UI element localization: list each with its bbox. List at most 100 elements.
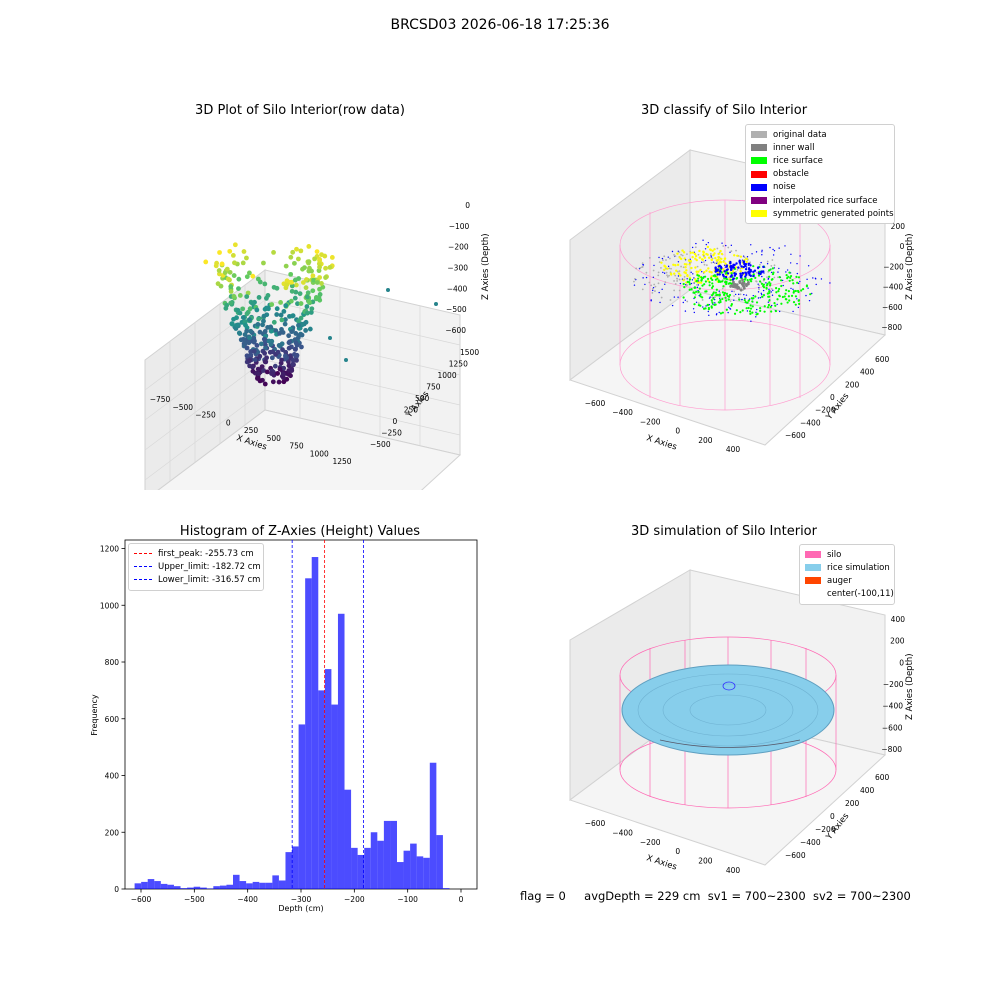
raw-point (306, 259, 312, 265)
original-point (758, 288, 760, 291)
noise-point (633, 284, 636, 286)
raw-point (236, 276, 242, 282)
raw-point (228, 289, 234, 294)
rice-surface-point (723, 293, 726, 296)
rice-surface-point (797, 276, 801, 279)
histogram-legend: first_peak: -255.73 cm Upper_limit: -182.… (128, 543, 264, 591)
raw-point (294, 357, 299, 363)
noise-point (792, 310, 794, 313)
rice-surface-point (704, 280, 708, 283)
raw-point (257, 329, 263, 335)
rice-surface-point (704, 275, 707, 278)
rice-surface-point (721, 297, 724, 301)
rice-surface-point (706, 277, 710, 281)
noise-point (652, 289, 654, 292)
noise-point (733, 272, 736, 275)
raw-point (251, 348, 257, 354)
rice-surface-point (786, 301, 789, 304)
rice-surface-point (751, 305, 754, 308)
noise-point (733, 299, 735, 301)
symmetric-point (683, 271, 686, 274)
simulation-x-label: X Axies (645, 853, 678, 872)
noise-point (712, 261, 715, 263)
noise-point (723, 270, 726, 273)
noise-point (739, 272, 742, 275)
rice-surface-point (792, 291, 795, 294)
rice-surface-point (760, 282, 764, 285)
histogram-bar (331, 704, 338, 889)
classify-z-label: Z Axies (Depth) (905, 233, 915, 300)
symmetric-point (720, 252, 724, 256)
classify-y-tick: 400 (860, 368, 875, 377)
raw-point (228, 284, 234, 289)
rice-surface-point (727, 298, 730, 301)
legend-entry: silo (805, 548, 889, 561)
raw-point (261, 260, 266, 266)
raw-point (282, 317, 288, 322)
rice-surface-point (697, 277, 700, 280)
histogram-bar (141, 881, 148, 889)
simulation-x-tick: 200 (698, 857, 713, 866)
legend-entry: first_peak: -255.73 cm (134, 547, 258, 560)
raw-point (229, 321, 235, 327)
noise-point (772, 254, 775, 256)
classify-plot-title: 3D classify of Silo Interior (640, 103, 808, 118)
noise-point (750, 320, 752, 322)
noise-point (735, 262, 738, 265)
noise-point (702, 239, 704, 241)
histogram-bar (134, 883, 142, 889)
rice-surface-point (715, 294, 718, 297)
legend-entry: interpolated rice surface (751, 194, 889, 207)
legend-swatch (751, 210, 767, 218)
original-point (641, 262, 644, 265)
symmetric-point (678, 256, 681, 259)
rice-surface-point (719, 299, 722, 302)
noise-point (757, 297, 760, 299)
symmetric-point (722, 260, 725, 263)
raw-point (247, 335, 252, 341)
simulation-z-tick: 400 (891, 615, 906, 624)
x-tick-label: −100 (397, 895, 418, 904)
noise-point (682, 301, 684, 304)
legend-entry: auger (805, 574, 889, 587)
noise-point (714, 268, 718, 271)
rice-surface-point (750, 277, 753, 281)
legend-entry: original data (751, 128, 889, 141)
histogram-bar (200, 887, 207, 889)
raw-point (271, 319, 277, 325)
inner-wall-point (745, 284, 748, 287)
rice-surface-point (759, 307, 762, 310)
legend-swatch (805, 577, 821, 585)
raw-point (244, 294, 250, 299)
noise-point (744, 275, 747, 278)
noise-point (729, 308, 732, 310)
raw-point (241, 337, 247, 342)
raw-z-tick: −500 (446, 305, 467, 314)
histogram-bar (167, 884, 174, 889)
histogram-title: Histogram of Z-Axies (Height) Values (179, 524, 421, 539)
noise-point (663, 272, 666, 274)
histogram-bar (173, 886, 181, 889)
raw-point (292, 260, 297, 266)
noise-point (720, 266, 723, 270)
rice-surface-point (745, 307, 748, 310)
x-tick-label: −300 (291, 895, 312, 904)
noise-point (737, 266, 740, 269)
original-point (654, 290, 656, 292)
noise-point (653, 264, 655, 267)
rice-surface-point (750, 280, 753, 283)
rice-surface-point (693, 303, 696, 306)
noise-point (745, 294, 748, 296)
raw-point (304, 304, 310, 309)
rice-surface-point (699, 295, 702, 298)
noise-point (751, 253, 753, 255)
rice-surface-point (746, 279, 749, 282)
raw-point (328, 336, 332, 340)
noise-point (679, 282, 682, 285)
rice-surface-point (768, 299, 771, 302)
rice-surface-point (724, 281, 727, 284)
noise-point (796, 272, 799, 275)
rice-surface-point (733, 312, 737, 315)
histogram-bar (298, 724, 306, 889)
symmetric-point (722, 267, 725, 271)
